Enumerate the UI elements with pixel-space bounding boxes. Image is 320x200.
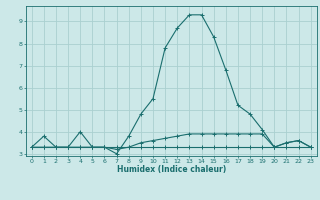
X-axis label: Humidex (Indice chaleur): Humidex (Indice chaleur) — [116, 165, 226, 174]
